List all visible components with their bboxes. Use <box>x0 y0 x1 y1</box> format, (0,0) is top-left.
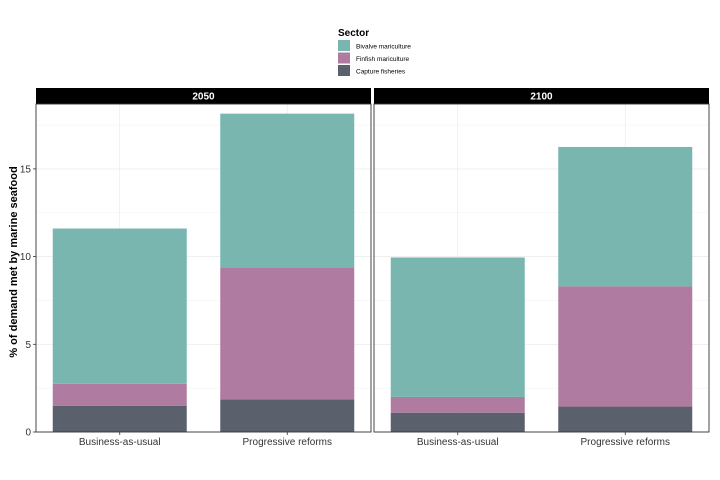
y-tick-label: 10 <box>20 252 32 263</box>
y-tick-label: 5 <box>25 340 31 351</box>
y-tick-label: 0 <box>25 428 31 439</box>
legend-title: Sector <box>338 28 369 39</box>
facet-title: 2100 <box>530 92 553 103</box>
y-axis-label: % of demand met by marine seafood <box>8 166 20 357</box>
bar-segment-capture-fisheries <box>558 406 693 432</box>
x-tick-label: Business-as-usual <box>79 437 161 448</box>
legend-swatch <box>338 52 350 64</box>
legend-label: Finfish mariculture <box>356 56 409 63</box>
legend: Sector Bivalve mariculture Finfish maricu… <box>338 28 411 76</box>
facet-title: 2050 <box>192 92 215 103</box>
panel-border <box>373 103 710 433</box>
bar-segment-finfish-mariculture <box>390 396 525 413</box>
bar-segment-finfish-mariculture <box>220 268 355 400</box>
panel-2100: 2100 Business-as-usual Progressive reforms <box>373 88 710 448</box>
x-tick-label: Business-as-usual <box>417 437 499 448</box>
bar-segment-bivalve-mariculture <box>52 228 187 384</box>
x-tick-label: Progressive reforms <box>581 437 670 448</box>
legend-items: Bivalve mariculture Finfish mariculture Ca… <box>338 40 411 76</box>
facet-panels: 2050 Business-as-usual Progressive reforms… <box>20 88 710 448</box>
bar-segment-bivalve-mariculture <box>558 146 693 287</box>
legend-label: Bivalve mariculture <box>356 44 411 51</box>
y-tick-label: 15 <box>20 164 32 175</box>
panel-border <box>35 103 372 433</box>
bar-segment-capture-fisheries <box>52 405 187 432</box>
facet-strip <box>374 88 709 104</box>
bar-segment-finfish-mariculture <box>52 383 187 406</box>
x-tick-label: Progressive reforms <box>243 437 332 448</box>
panel-2050: 2050 Business-as-usual Progressive reforms… <box>20 88 372 448</box>
bar-segment-bivalve-mariculture <box>220 113 355 268</box>
facet-strip <box>36 88 371 104</box>
bar-segment-bivalve-mariculture <box>390 257 525 397</box>
bar-segment-capture-fisheries <box>390 412 525 432</box>
bar-segment-capture-fisheries <box>220 399 355 432</box>
legend-swatch <box>338 65 350 76</box>
legend-swatch <box>338 40 350 51</box>
legend-label: Capture fisheries <box>356 69 406 76</box>
bar-segment-finfish-mariculture <box>558 286 693 407</box>
